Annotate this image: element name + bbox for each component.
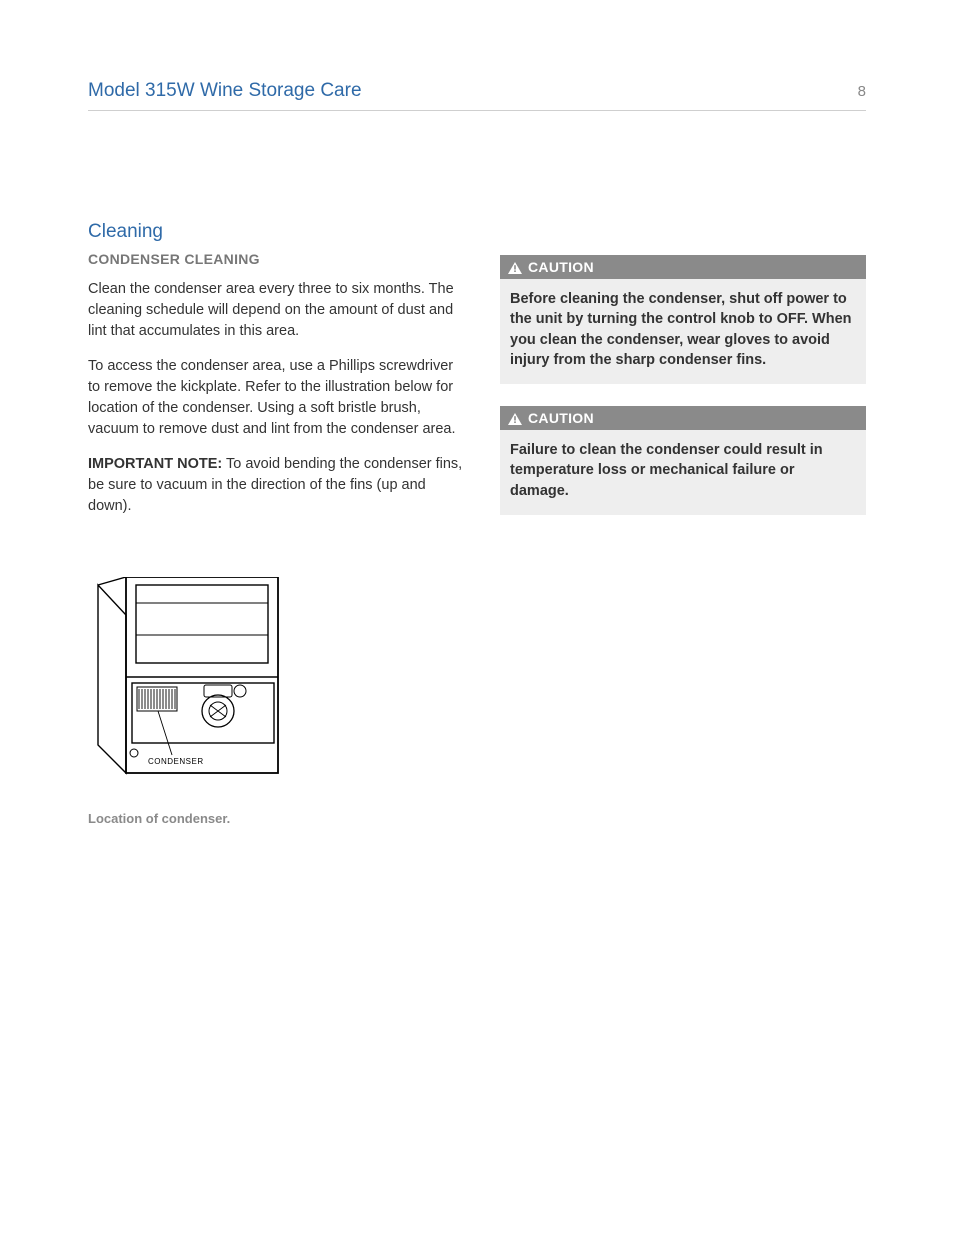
subhead-condenser-cleaning: CONDENSER CLEANING xyxy=(88,251,464,267)
figure-condenser-location: CONDENSER Location of condenser. xyxy=(88,577,464,826)
caution-box-failure: CAUTION Failure to clean the condenser c… xyxy=(500,406,866,515)
paragraph-important: IMPORTANT NOTE: To avoid bending the con… xyxy=(88,454,464,517)
caution-box-power-off: CAUTION Before cleaning the condenser, s… xyxy=(500,255,866,384)
section-title: Cleaning xyxy=(88,221,464,243)
right-column: CAUTION Before cleaning the condenser, s… xyxy=(500,221,866,826)
paragraph-schedule: Clean the condenser area every three to … xyxy=(88,279,464,342)
page-number: 8 xyxy=(858,83,866,100)
important-label: IMPORTANT NOTE: xyxy=(88,456,222,472)
header-title: Model 315W Wine Storage Care xyxy=(88,80,362,102)
page-header: Model 315W Wine Storage Care 8 xyxy=(88,80,866,111)
figure-illustration: CONDENSER xyxy=(88,577,288,781)
caution-body-1: Before cleaning the condenser, shut off … xyxy=(500,279,866,384)
caution-label: CAUTION xyxy=(528,259,594,275)
caution-body-2: Failure to clean the condenser could res… xyxy=(500,430,866,515)
warning-triangle-icon xyxy=(508,412,522,424)
caution-label: CAUTION xyxy=(528,410,594,426)
left-column: Cleaning CONDENSER CLEANING Clean the co… xyxy=(88,221,464,826)
caution-header: CAUTION xyxy=(500,406,866,430)
figure-caption: Location of condenser. xyxy=(88,811,464,826)
warning-triangle-icon xyxy=(508,261,522,273)
diagram-label-condenser: CONDENSER xyxy=(148,757,204,766)
caution-header: CAUTION xyxy=(500,255,866,279)
paragraph-access: To access the condenser area, use a Phil… xyxy=(88,356,464,440)
